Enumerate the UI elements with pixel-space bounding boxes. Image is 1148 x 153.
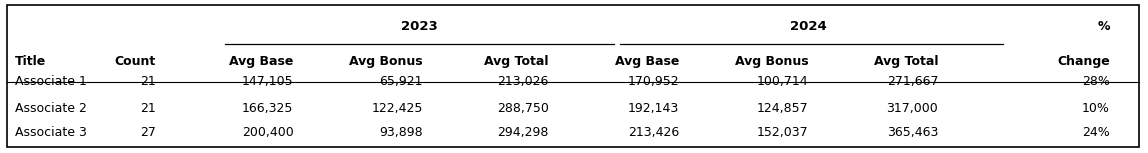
Text: 2024: 2024 [790, 21, 828, 33]
Text: 21: 21 [140, 75, 156, 88]
Text: 170,952: 170,952 [628, 75, 680, 88]
Text: 152,037: 152,037 [758, 126, 809, 139]
Text: 124,857: 124,857 [758, 102, 809, 115]
Text: 93,898: 93,898 [379, 126, 422, 139]
Text: 28%: 28% [1083, 75, 1110, 88]
Text: 192,143: 192,143 [628, 102, 680, 115]
Text: 100,714: 100,714 [758, 75, 809, 88]
Text: Associate 3: Associate 3 [15, 126, 87, 139]
Text: Change: Change [1057, 55, 1110, 68]
Text: 65,921: 65,921 [379, 75, 422, 88]
Text: 271,667: 271,667 [886, 75, 938, 88]
Text: 122,425: 122,425 [372, 102, 422, 115]
Text: Avg Base: Avg Base [230, 55, 294, 68]
Text: 147,105: 147,105 [242, 75, 294, 88]
Text: %: % [1097, 21, 1110, 33]
Text: Avg Total: Avg Total [874, 55, 938, 68]
Text: Associate 2: Associate 2 [15, 102, 87, 115]
Text: Count: Count [115, 55, 156, 68]
Text: Associate 1: Associate 1 [15, 75, 87, 88]
Text: Avg Total: Avg Total [484, 55, 549, 68]
Text: 317,000: 317,000 [886, 102, 938, 115]
Text: 200,400: 200,400 [242, 126, 294, 139]
Text: 294,298: 294,298 [497, 126, 549, 139]
Text: 166,325: 166,325 [242, 102, 294, 115]
Text: 24%: 24% [1083, 126, 1110, 139]
Text: 288,750: 288,750 [497, 102, 549, 115]
Text: Avg Bonus: Avg Bonus [735, 55, 809, 68]
Text: 213,426: 213,426 [628, 126, 680, 139]
Text: 10%: 10% [1083, 102, 1110, 115]
Text: Avg Base: Avg Base [615, 55, 680, 68]
Text: 2023: 2023 [401, 21, 437, 33]
Text: 27: 27 [140, 126, 156, 139]
Text: Title: Title [15, 55, 46, 68]
Text: 213,026: 213,026 [497, 75, 549, 88]
Text: 365,463: 365,463 [886, 126, 938, 139]
Text: 21: 21 [140, 102, 156, 115]
Text: Avg Bonus: Avg Bonus [349, 55, 422, 68]
